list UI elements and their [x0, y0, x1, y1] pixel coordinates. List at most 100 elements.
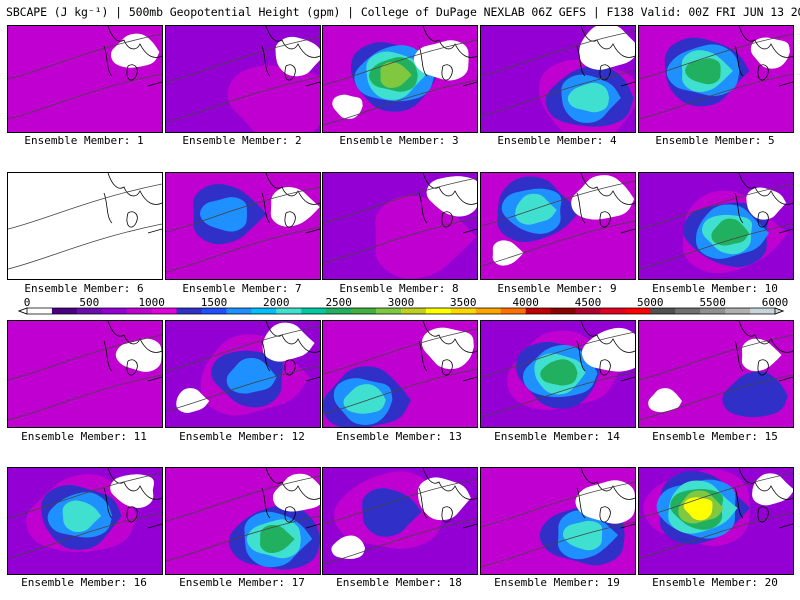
no-cape-area [176, 388, 210, 413]
ensemble-member-label: Ensemble Member: 8 [339, 282, 459, 295]
cape-contour-fill [722, 371, 788, 418]
coastline [576, 321, 635, 382]
height-contour [481, 331, 635, 378]
height-contour [8, 183, 162, 230]
no-cape-area [413, 40, 469, 81]
height-contour [323, 518, 477, 565]
colorbar-swatch [475, 308, 502, 314]
height-contour [8, 73, 162, 120]
height-contour [639, 472, 793, 519]
cape-field-map [166, 321, 320, 427]
colorbar-swatch [450, 308, 477, 314]
colorbar-swatch [700, 308, 726, 314]
no-cape-area [332, 94, 363, 119]
ensemble-panel-19 [480, 467, 636, 575]
no-cape-area [741, 338, 782, 372]
ensemble-panel-3 [322, 25, 478, 133]
no-cape-area [104, 185, 152, 219]
cape-field-map [8, 173, 162, 279]
cape-field-map [639, 26, 793, 132]
height-contour [323, 177, 477, 224]
cape-contour-fill [515, 193, 557, 225]
height-contour [166, 226, 320, 273]
cape-contour-fill [62, 500, 102, 533]
colorbar-swatch [176, 308, 203, 314]
height-contour [639, 512, 793, 559]
coastline [418, 173, 477, 234]
ensemble-member-label: Ensemble Member: 20 [652, 576, 778, 589]
cape-field-map [323, 468, 477, 574]
no-cape-area [575, 480, 635, 524]
ensemble-member-label: Ensemble Member: 9 [497, 282, 617, 295]
colorbar-swatch [575, 308, 601, 314]
colorbar-swatch [101, 308, 128, 314]
no-cape-area [331, 535, 366, 559]
height-contour [639, 223, 793, 270]
coastline [103, 468, 162, 529]
cape-field-map [323, 321, 477, 427]
height-contour [166, 515, 320, 562]
coastline [103, 173, 162, 234]
colorbar-tick-label: 3500 [450, 296, 477, 309]
height-contour [639, 374, 793, 421]
height-contour [481, 70, 635, 117]
height-contour [481, 481, 635, 528]
colorbar-swatch [351, 308, 377, 314]
ensemble-member-label: Ensemble Member: 12 [179, 430, 305, 443]
colorbar-swatch [76, 308, 103, 314]
colorbar-swatch [126, 308, 153, 314]
cape-field-map [8, 468, 162, 574]
colorbar-swatch [600, 308, 626, 314]
colorbar-swatch [675, 308, 701, 314]
cape-field-map [323, 26, 477, 132]
cape-contour-fill [8, 321, 102, 395]
no-cape-area [746, 187, 787, 220]
height-contour [323, 328, 477, 375]
cape-field-map [8, 321, 162, 427]
ensemble-panel-6 [7, 172, 163, 280]
height-contour [639, 73, 793, 120]
height-contour [323, 79, 477, 126]
cape-contour-fill [199, 197, 247, 232]
cape-contour-fill [567, 82, 610, 113]
colorbar-swatch [725, 308, 751, 314]
ensemble-panel-11 [7, 320, 163, 428]
no-cape-area [18, 240, 50, 266]
cape-field-map [639, 321, 793, 427]
colorbar-swatch [401, 308, 427, 314]
cape-field-map [481, 321, 635, 427]
ensemble-panel-15 [638, 320, 794, 428]
coastline [261, 173, 320, 234]
ensemble-member-label: Ensemble Member: 4 [497, 134, 617, 147]
coastline [734, 173, 793, 234]
cape-contour-fill [375, 195, 477, 279]
colorbar-tick-label: 4000 [512, 296, 539, 309]
colorbar-tick-label: 1500 [201, 296, 228, 309]
no-cape-area [262, 322, 315, 362]
colorbar-swatch [301, 308, 327, 314]
height-contour [166, 365, 320, 412]
colorbar-swatch [500, 308, 527, 314]
colorbar-swatch [201, 308, 227, 314]
cape-colorbar: 0 500 1000 1500 2000 2500 3000 3500 4000 4500 5000… [17, 296, 788, 315]
no-cape-area [492, 240, 524, 266]
coastline [103, 321, 162, 382]
height-contour [8, 374, 162, 421]
colorbar-swatch [750, 308, 776, 314]
height-contour [166, 76, 320, 123]
height-contour [8, 223, 162, 270]
ensemble-member-label: Ensemble Member: 10 [652, 282, 778, 295]
height-contour [481, 220, 635, 267]
ensemble-member-label: Ensemble Member: 19 [494, 576, 620, 589]
colorbar-swatch [326, 308, 352, 314]
cape-field-map [481, 173, 635, 279]
coastline [418, 321, 477, 382]
no-cape-area [571, 175, 635, 220]
height-contour [166, 36, 320, 83]
colorbar-swatch [425, 308, 452, 314]
colorbar-swatch [226, 308, 252, 314]
no-cape-area [750, 37, 790, 69]
cape-contour-fill [683, 497, 713, 521]
height-contour [323, 368, 477, 415]
colorbar-swatch [251, 308, 277, 314]
